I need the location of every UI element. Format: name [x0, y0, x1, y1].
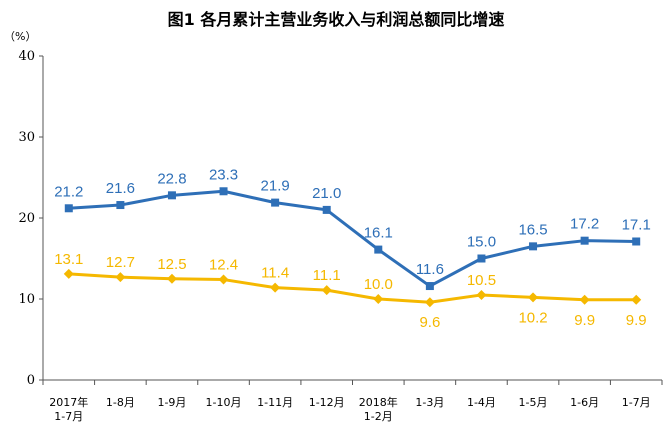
data-point-marker	[425, 282, 434, 291]
data-label: 10.5	[467, 272, 496, 289]
data-point-marker	[219, 187, 228, 196]
x-tick-label: 1-3月	[415, 396, 444, 409]
x-tick-label: 1-6月	[570, 396, 599, 409]
data-point-marker	[218, 274, 229, 285]
data-label: 12.4	[209, 257, 238, 274]
data-point-marker	[632, 237, 641, 246]
data-label: 12.5	[157, 256, 186, 273]
y-tick-label: 10	[18, 292, 35, 307]
x-tick-label: 1-7月	[622, 396, 651, 409]
data-point-marker	[116, 201, 125, 210]
data-label: 12.7	[106, 254, 135, 271]
data-point-marker	[271, 198, 280, 207]
data-point-marker	[322, 205, 331, 214]
data-point-marker	[424, 297, 435, 308]
data-point-marker	[166, 273, 177, 284]
data-point-marker	[580, 236, 589, 245]
x-tick-label: 2018年	[359, 395, 398, 409]
data-point-marker	[579, 294, 590, 305]
data-point-marker	[63, 268, 74, 279]
data-point-marker	[373, 294, 384, 304]
series-lines	[68, 189, 637, 304]
data-label: 15.0	[467, 234, 496, 251]
x-tick-label: 1-12月	[309, 396, 345, 409]
data-label: 21.6	[106, 180, 135, 197]
data-label: 9.9	[574, 312, 595, 329]
y-tick-label: 40	[18, 49, 35, 64]
data-label: 22.8	[157, 170, 186, 187]
y-tick-label: 30	[18, 130, 35, 145]
data-label: 23.3	[209, 166, 238, 183]
data-label: 17.2	[570, 216, 599, 233]
data-point-marker	[477, 254, 486, 263]
chart-title: 图1 各月累计主营业务收入与利润总额同比增速	[167, 10, 505, 29]
x-tick-label: 1-8月	[106, 396, 135, 409]
series-line	[68, 272, 637, 304]
data-label: 17.1	[622, 216, 651, 233]
x-tick-label: 1-10月	[206, 396, 242, 409]
data-point-marker	[64, 204, 73, 213]
x-tick-label: 1-4月	[467, 396, 496, 409]
x-tick-label: 1-11月	[257, 396, 293, 409]
data-point-marker	[529, 242, 538, 251]
y-axis-unit-label: （%）	[4, 30, 36, 43]
data-point-marker	[631, 294, 642, 305]
x-tick-label: 1-9月	[157, 396, 186, 409]
data-labels: 21.2 21.6 22.8 23.3 21.9 21.0 16.1 11.6 15.0 16.5…	[54, 166, 651, 331]
data-label: 9.9	[626, 312, 647, 329]
data-label: 16.5	[518, 221, 547, 238]
y-tick-label: 20	[18, 211, 35, 226]
series-markers	[63, 187, 642, 308]
data-point-marker	[528, 292, 539, 303]
x-tick-label: 1-7月	[54, 410, 83, 423]
data-label: 9.6	[419, 314, 440, 331]
data-point-marker	[321, 285, 332, 296]
x-tick-label: 1-5月	[519, 396, 548, 409]
data-label: 11.6	[416, 261, 444, 278]
y-tick-label: 0	[27, 373, 35, 388]
data-label: 21.9	[261, 178, 290, 195]
data-label: 16.1	[364, 225, 393, 242]
data-label: 10.0	[364, 276, 393, 293]
axes	[39, 55, 663, 385]
x-tick-label: 2017年	[49, 395, 88, 409]
data-label: 11.1	[313, 267, 341, 284]
data-label: 21.0	[312, 185, 341, 202]
x-tick-label: 1-2月	[364, 410, 393, 423]
data-point-marker	[167, 191, 176, 200]
data-label: 11.4	[261, 265, 289, 282]
data-label: 21.2	[54, 183, 83, 200]
series-line	[68, 189, 637, 288]
data-point-marker	[476, 289, 487, 300]
data-label: 10.2	[518, 309, 547, 326]
data-point-marker	[270, 282, 281, 293]
data-point-marker	[115, 272, 126, 283]
data-label: 13.1	[54, 251, 83, 268]
data-point-marker	[374, 245, 383, 254]
